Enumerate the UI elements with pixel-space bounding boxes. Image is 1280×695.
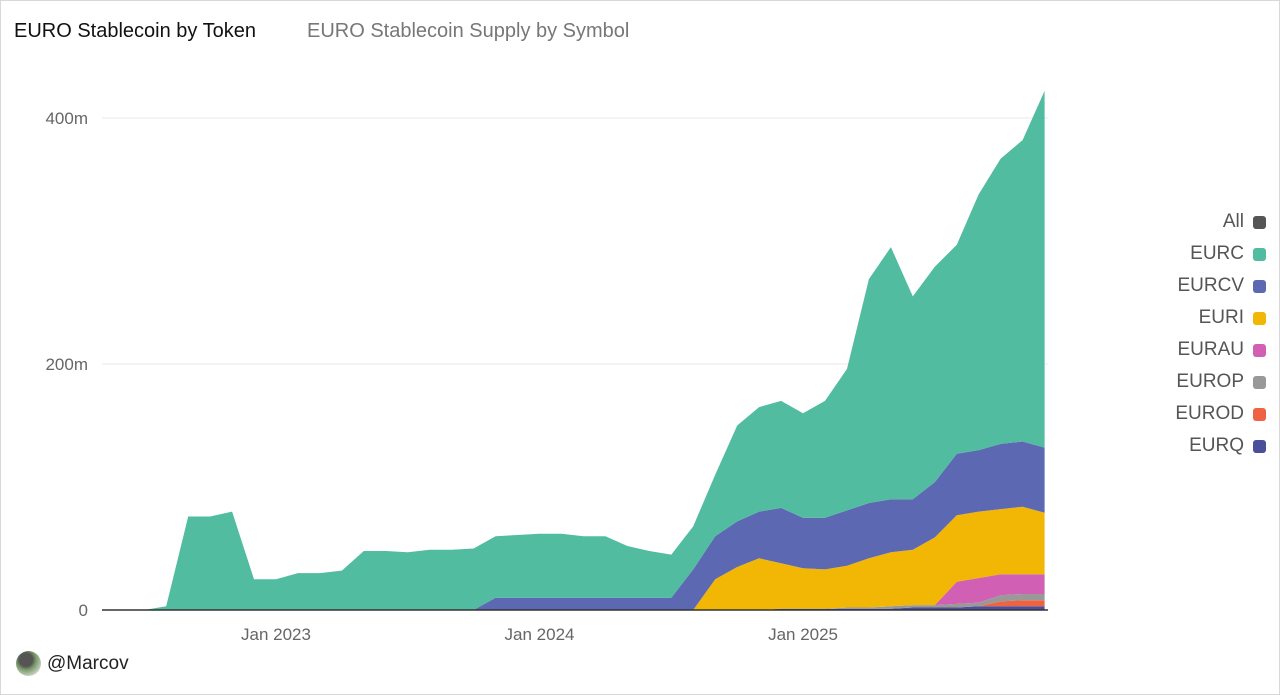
author-credit: @Marcov [16,651,129,676]
legend-label: EURI [1198,307,1244,328]
legend-item-europ[interactable]: EUROP [1175,366,1266,398]
legend-label: EURAU [1177,339,1244,360]
legend-item-eurc[interactable]: EURC [1175,238,1266,270]
y-tick-label: 200m [45,355,88,374]
legend-item-eurcv[interactable]: EURCV [1175,270,1266,302]
legend-item-eurau[interactable]: EURAU [1175,334,1266,366]
legend-swatch [1253,279,1266,293]
legend-label: EUROD [1175,403,1244,424]
area-eurcv [100,441,1045,610]
legend-label: EURC [1190,243,1244,264]
legend-item-all[interactable]: All [1175,206,1266,238]
chart-subtitle: EURO Stablecoin Supply by Symbol [307,20,630,42]
legend-swatch [1253,343,1266,357]
area-eurq [100,606,1045,610]
legend-swatch [1253,215,1266,229]
legend-item-eurq[interactable]: EURQ [1175,430,1266,462]
x-tick-label: Jan 2023 [241,625,311,644]
x-tick-label: Jan 2024 [505,625,575,644]
legend-item-eurod[interactable]: EUROD [1175,398,1266,430]
legend: All EURC EURCV EURI EURAU EUROP EUROD EURQ [1175,206,1266,462]
legend-swatch [1253,375,1266,389]
legend-item-euri[interactable]: EURI [1175,302,1266,334]
legend-swatch [1253,407,1266,421]
x-tick-label: Jan 2025 [768,625,838,644]
y-tick-label: 400m [45,109,88,128]
legend-swatch [1253,439,1266,453]
legend-label: All [1222,211,1244,232]
legend-swatch [1253,247,1266,261]
chart-title: EURO Stablecoin by Token [14,20,256,42]
legend-label: EURCV [1177,275,1244,296]
legend-swatch [1253,311,1266,325]
legend-label: EUROP [1176,371,1244,392]
y-tick-label: 0 [79,601,88,620]
area-eurc [100,90,1045,610]
author-handle: @Marcov [47,652,129,674]
area-euri [100,506,1045,610]
legend-label: EURQ [1189,435,1244,456]
avatar [16,651,41,676]
